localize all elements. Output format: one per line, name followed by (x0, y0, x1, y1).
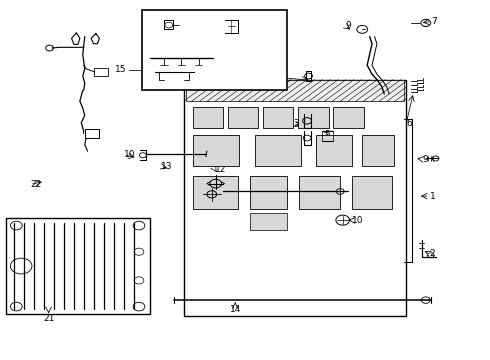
Bar (193, 107, 223, 128)
Text: 21: 21 (43, 314, 54, 323)
Bar (184, 80, 406, 316)
Bar (85, 129, 99, 138)
Text: 3: 3 (293, 119, 298, 128)
Text: 14: 14 (229, 305, 241, 314)
Text: 13: 13 (269, 188, 280, 197)
Text: 22: 22 (30, 180, 41, 189)
Text: 9: 9 (422, 155, 428, 164)
Text: 11: 11 (203, 194, 215, 203)
Text: 7: 7 (432, 17, 438, 26)
Bar (333, 107, 364, 128)
Text: 2: 2 (430, 249, 435, 258)
Bar (94, 68, 108, 76)
Text: 1: 1 (430, 192, 436, 201)
Text: 15: 15 (115, 65, 127, 74)
Text: 17: 17 (152, 24, 164, 33)
Text: 13: 13 (161, 162, 172, 171)
Text: 8: 8 (383, 93, 389, 102)
Text: 6: 6 (406, 119, 412, 128)
Bar (299, 176, 340, 209)
Text: 16: 16 (152, 54, 164, 63)
Text: 4: 4 (293, 141, 298, 150)
Bar (193, 135, 239, 166)
Bar (5, 218, 150, 315)
Bar (193, 176, 238, 209)
Bar (255, 135, 301, 166)
Bar (298, 107, 329, 128)
Bar (228, 107, 258, 128)
Bar (250, 176, 287, 209)
Text: 20: 20 (270, 72, 282, 81)
Text: 19: 19 (180, 77, 192, 86)
Text: 12: 12 (215, 165, 226, 174)
Text: 10: 10 (351, 216, 363, 225)
Bar (186, 80, 404, 101)
Text: 9: 9 (345, 21, 351, 30)
Bar (143, 10, 287, 90)
Bar (250, 213, 287, 230)
Text: 10: 10 (124, 150, 135, 159)
Bar (316, 135, 352, 166)
Bar (263, 107, 294, 128)
Text: 5: 5 (324, 130, 330, 139)
Text: 18: 18 (246, 16, 257, 25)
Bar (352, 176, 392, 209)
Bar (362, 135, 394, 166)
